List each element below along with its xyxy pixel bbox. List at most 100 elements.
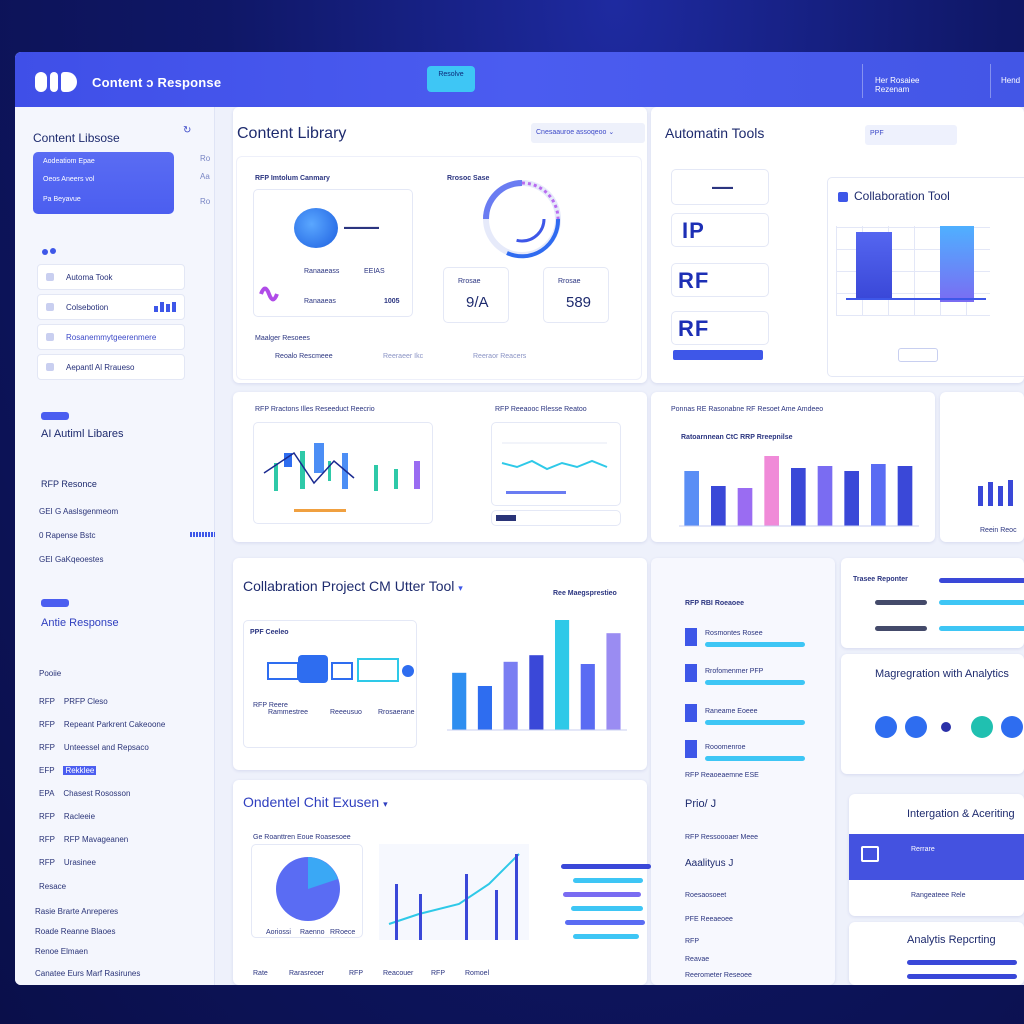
sidebar: Content Libsose ↻ Aodeatiom Epae Oeos An…: [15, 107, 215, 985]
meta-heading[interactable]: Aaalityus J: [685, 858, 734, 869]
integration-active-row[interactable]: Rerrare: [849, 834, 1024, 880]
chat-footer-item[interactable]: Rarasreoer: [289, 970, 325, 977]
tool-label: RF: [678, 268, 710, 293]
content-library-dropdown[interactable]: Cnesaauroe assoqeoo ⌄: [531, 123, 645, 143]
section-heading-ai[interactable]: AI Autiml Libares: [41, 428, 124, 440]
chart-bar: [764, 456, 779, 526]
list-item[interactable]: Rooomenroe: [705, 744, 746, 751]
section-item[interactable]: 0 Rapense Bstc: [39, 531, 96, 540]
section-item[interactable]: GEI GaKqeoestes: [39, 555, 104, 564]
collab-toggle[interactable]: [898, 348, 938, 362]
sidebar-title: Content Libsose: [33, 131, 120, 145]
meta-item[interactable]: Reavae: [685, 956, 710, 963]
stat-card[interactable]: Rrosae 589: [543, 267, 609, 323]
chat-footer-item[interactable]: Reacouer: [383, 970, 414, 977]
footer-link[interactable]: Roade Reanne Blaoes: [35, 927, 116, 936]
footer-link[interactable]: Renoe Elmaen: [35, 947, 88, 956]
row-value: EEIAS: [364, 268, 385, 275]
policy-label[interactable]: Unteessel and Repsaco: [63, 743, 149, 752]
list-item[interactable]: Raneame Eoeee: [705, 708, 758, 715]
footer-text: Reoalo Rescmeee: [275, 353, 333, 360]
top-bar: Content ↄ Response Resolve Her Rosaiee R…: [15, 52, 1024, 107]
sidebar-active-card[interactable]: Aodeatiom Epae Oeos Aneers vol Pa Beyavu…: [33, 152, 174, 214]
chevron-down-icon[interactable]: ▾: [383, 799, 388, 809]
footer-link[interactable]: Canatee Eurs Marf Rasirunes: [35, 969, 141, 978]
topbar-action-button[interactable]: Resolve: [427, 66, 475, 92]
policy-label[interactable]: PRFP Cleso: [63, 697, 108, 706]
section-heading-response[interactable]: Antie Response: [41, 617, 119, 629]
trend-card[interactable]: [253, 422, 433, 524]
collab-link[interactable]: Ree Maegsprestieo: [553, 590, 617, 597]
tool-card[interactable]: RF: [671, 311, 769, 345]
sidebar-item-automation[interactable]: Automa Took: [37, 264, 185, 290]
user-menu-secondary[interactable]: Hend: [990, 64, 1024, 98]
chat-footer-item[interactable]: RFP: [431, 970, 445, 977]
collab-title: Collaboration Tool: [854, 189, 950, 203]
section-item[interactable]: GEI G Aaslsgenmeom: [39, 507, 119, 516]
meta-item[interactable]: PFE Reeaeoee: [685, 916, 733, 923]
chart-bar: [503, 661, 518, 730]
chat-footer-item[interactable]: Romoel: [465, 970, 490, 977]
meta-item[interactable]: Roesaosoeet: [685, 892, 727, 899]
policy-code: RFP: [39, 697, 55, 706]
tool-card[interactable]: ▬▬▬: [671, 169, 769, 205]
side-chart-panel: Reein Reoc: [940, 392, 1024, 542]
chart-title: Ratoarnnean CtC RRP Rreepnilse: [681, 434, 793, 441]
user-menu[interactable]: Her Rosaiee Rezenam: [862, 64, 948, 98]
section-tag: [41, 599, 69, 607]
section-heading-rfp[interactable]: RFP Resonce: [41, 479, 97, 489]
sidebar-item-collaboration[interactable]: Colsebotion: [37, 294, 185, 320]
collab-axis: [846, 298, 986, 300]
collaboration-tool-card[interactable]: Collaboration Tool: [827, 177, 1024, 377]
automation-pill[interactable]: PPF: [865, 125, 957, 145]
meta-item[interactable]: RFP: [685, 938, 699, 945]
policy-label[interactable]: Repeant Parkrent Cakeoone: [63, 720, 166, 729]
stat-card[interactable]: Rrosae 9/A: [443, 267, 509, 323]
sidebar-collapse-icon[interactable]: ↻: [183, 125, 192, 136]
policy-label[interactable]: RFP Mavageanen: [63, 835, 129, 844]
content-chat-title[interactable]: Ondentel Chit Exusen ▾: [243, 794, 388, 810]
tracker-title: Trasee Reponter: [853, 576, 908, 583]
tracker-panel: Trasee Reponter: [841, 558, 1024, 648]
collab-project-panel: Collabration Project CM Utter Tool ▾ Ree…: [233, 558, 647, 770]
footer-link[interactable]: Resace: [39, 882, 67, 891]
sidebar-item-ai-response[interactable]: Aepantl Al Rraueso: [37, 354, 185, 380]
footer-link[interactable]: Rasie Brarte Anreperes: [35, 907, 119, 916]
list-item[interactable]: Rosmontes Rosee: [705, 630, 763, 637]
card-title: Rrosoc Sase: [447, 175, 490, 182]
policy-code: RFP: [39, 835, 55, 844]
policy-label[interactable]: Urasinee: [63, 858, 96, 867]
chart-bar: [737, 488, 753, 526]
automation-tools-panel: Automatin Tools PPF ▬▬▬ IP RF RF Collabo…: [651, 107, 1024, 383]
pie-card[interactable]: Aoriossi Raenno RRoece: [251, 844, 363, 938]
list-item[interactable]: Rrofomenmer PFP: [705, 668, 764, 675]
summary-card[interactable]: ▬▬▬▬▬ Ranaaeass EEIAS Ranaaeas 1005: [253, 189, 413, 317]
collab-card[interactable]: PPF Ceeleo Rammestree Reeeusuo Rrosaeran…: [243, 620, 417, 748]
slider-handle[interactable]: [496, 515, 516, 521]
users-icon: [41, 247, 57, 257]
tool-card-text: ▬▬▬: [712, 184, 733, 191]
tool-icon: [838, 192, 848, 202]
tool-icon: [46, 273, 54, 281]
rfp-list-panel: RFP RBI Roeaoee Rosmontes Rosee Rrofomen…: [651, 558, 835, 985]
tool-card[interactable]: IP: [671, 213, 769, 247]
policy-code: RFP: [39, 812, 55, 821]
meta-item[interactable]: RFP Ressoooaer Meee: [685, 834, 759, 841]
meta-item[interactable]: Reerometer Reseoee: [685, 972, 752, 979]
sidebar-mini-label: Ro: [200, 197, 211, 206]
chevron-down-icon[interactable]: ▾: [458, 583, 463, 593]
policy-label[interactable]: Chasest Rososson: [63, 789, 131, 798]
active-card-line: Aodeatiom Epae: [43, 158, 95, 165]
privacy-heading[interactable]: Prio/ J: [685, 798, 717, 810]
sidebar-item-resources[interactable]: Rosanemmytgeerenmere: [37, 324, 185, 350]
policy-label[interactable]: Rekklee: [63, 766, 97, 775]
tool-card[interactable]: RF: [671, 263, 769, 297]
sidebar-item-label: Aepantl Al Rraueso: [66, 363, 135, 372]
policy-label[interactable]: Racleeie: [63, 812, 96, 821]
chat-footer-item[interactable]: Rate: [253, 970, 268, 977]
chat-footer-item[interactable]: RFP: [349, 970, 363, 977]
collab-project-title[interactable]: Collabration Project CM Utter Tool ▾: [243, 578, 463, 594]
trend-card[interactable]: [491, 422, 621, 506]
range-slider[interactable]: [491, 510, 621, 526]
section-heading-policies[interactable]: Pooiie: [39, 669, 62, 678]
